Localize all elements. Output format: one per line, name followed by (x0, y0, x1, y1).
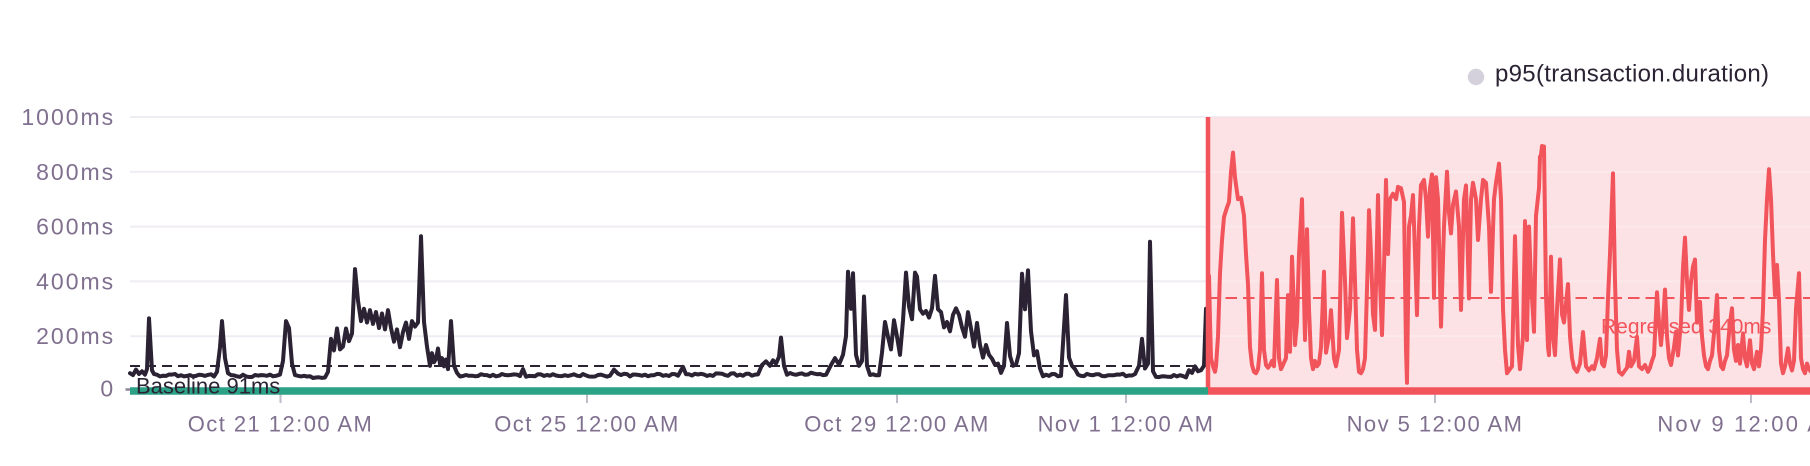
svg-text:0: 0 (100, 376, 115, 402)
svg-text:Nov 5 12:00 AM: Nov 5 12:00 AM (1347, 412, 1524, 437)
svg-text:1000ms: 1000ms (21, 104, 115, 130)
svg-text:Oct 29 12:00 AM: Oct 29 12:00 AM (804, 412, 990, 437)
svg-text:Oct 25 12:00 AM: Oct 25 12:00 AM (494, 412, 680, 437)
svg-text:Nov 1 12:00 AM: Nov 1 12:00 AM (1038, 412, 1215, 437)
svg-text:Oct 21 12:00 AM: Oct 21 12:00 AM (188, 412, 374, 437)
svg-text:600ms: 600ms (36, 214, 115, 240)
svg-text:Baseline 91ms: Baseline 91ms (136, 374, 280, 399)
svg-text:p95(transaction.duration): p95(transaction.duration) (1495, 61, 1769, 88)
svg-text:800ms: 800ms (36, 159, 115, 185)
svg-text:Regressed 340ms: Regressed 340ms (1601, 316, 1771, 339)
svg-text:Nov 9 12:00 AM: Nov 9 12:00 AM (1657, 412, 1810, 437)
svg-text:400ms: 400ms (36, 268, 115, 294)
svg-text:200ms: 200ms (36, 323, 115, 349)
